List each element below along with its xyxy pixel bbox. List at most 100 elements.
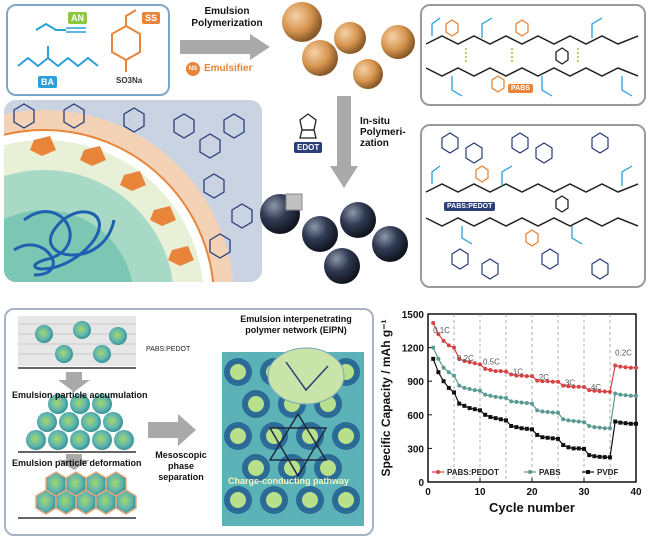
data-point (530, 427, 534, 432)
x-tick-label: 20 (526, 487, 538, 498)
rate-capability-chart: 0 300 600 900 1200 1500 0 10 20 30 40 Cycle number S… (379, 310, 642, 515)
data-point (519, 373, 524, 378)
data-point (467, 406, 472, 411)
data-point (472, 388, 477, 393)
down-arrow (330, 96, 358, 188)
mesoscopic-label: Mesoscopic phase separation (150, 450, 212, 483)
data-point (561, 417, 566, 422)
data-point (509, 372, 514, 377)
x-axis-label: Cycle number (489, 500, 575, 515)
pabs-tag: PABS (508, 84, 533, 93)
data-point (488, 368, 493, 372)
insitu-line3: zation (360, 138, 389, 149)
y-tick-label: 1200 (402, 344, 425, 355)
rate-label: 4C (591, 383, 601, 392)
data-point (472, 361, 477, 366)
data-point (613, 391, 618, 396)
data-point (446, 385, 451, 390)
data-point (550, 436, 555, 441)
rate-label: 0.2C (615, 348, 632, 357)
data-point (566, 445, 571, 450)
data-point (436, 332, 441, 337)
data-point (618, 392, 623, 397)
data-point (587, 453, 592, 458)
particle-layers (18, 316, 364, 526)
monomer-panel: AN SS BA SO3Na (6, 4, 170, 96)
legend-marker (436, 470, 440, 474)
data-point (478, 362, 482, 367)
data-point (576, 419, 581, 424)
data-point (436, 356, 441, 361)
legend-marker (586, 470, 590, 474)
insitu-polymerization-label: In-situ Polymeri- zation (360, 116, 406, 149)
data-point (561, 443, 566, 448)
dark-particles (260, 193, 408, 284)
rate-label: 0.5C (483, 357, 500, 366)
data-point (587, 424, 592, 428)
data-point (592, 454, 597, 459)
data-point (628, 365, 633, 370)
data-point (483, 392, 488, 397)
y-tick-label: 1500 (402, 310, 425, 321)
data-point (462, 403, 467, 408)
mesoscopic-line1: Mesoscopic (155, 450, 207, 460)
eipn-panel: PABS:PEDOT Emulsion interpenetrating pol… (4, 308, 374, 536)
emulsifier-icon: NS (186, 62, 200, 76)
data-point (441, 379, 446, 384)
data-point (571, 446, 576, 451)
x-tick-label: 10 (474, 487, 486, 498)
data-point (545, 410, 550, 414)
data-point (576, 446, 581, 451)
data-point (602, 426, 607, 431)
data-point (441, 338, 446, 343)
mesoscopic-line2: phase (167, 461, 194, 471)
edot-structure (299, 113, 317, 139)
emulsion-polymerization-line1: Emulsion (204, 6, 250, 17)
data-point (524, 426, 529, 431)
data-point (556, 410, 560, 415)
data-point (535, 432, 540, 437)
pabs-pedot-small-label: PABS:PEDOT (146, 346, 191, 353)
data-point (613, 419, 618, 424)
data-point (545, 435, 550, 440)
mesoscopic-line3: separation (158, 472, 204, 482)
data-point (576, 384, 581, 389)
x-tick-label: 0 (425, 487, 431, 498)
y-tick-label: 600 (407, 411, 424, 422)
pabs-chain-panel: PABS (420, 4, 646, 106)
ss-badge: SS (142, 12, 161, 24)
data-point (571, 384, 576, 389)
pabs-pedot-tag: PABS:PEDOT (444, 202, 496, 211)
rate-label: 2C (539, 373, 549, 382)
data-point (504, 418, 508, 423)
an-badge: AN (68, 12, 87, 24)
data-point (498, 369, 503, 374)
data-point (493, 416, 498, 421)
y-tick-label: 0 (418, 478, 424, 489)
data-point (467, 387, 472, 392)
data-point (540, 379, 545, 384)
data-point (478, 388, 482, 393)
data-point (524, 401, 529, 406)
data-point (436, 370, 441, 375)
data-point (524, 374, 529, 379)
data-point (608, 455, 612, 460)
legend-marker (528, 470, 532, 474)
x-tick-label: 30 (578, 487, 590, 498)
pabs-pedot-chain-drawing (425, 132, 639, 280)
data-point (634, 393, 638, 398)
data-point (504, 396, 508, 400)
rate-label: 3C (565, 379, 575, 388)
data-point (514, 425, 519, 430)
data-point (457, 356, 462, 361)
rate-label: 1C (513, 367, 523, 376)
y-axis-label: Specific Capacity / mAh g⁻¹ (379, 319, 393, 476)
charge-pathway-label: Charge-conducting pathway (228, 476, 350, 486)
data-point (623, 365, 628, 370)
data-point (457, 401, 462, 406)
data-point (623, 421, 628, 426)
data-point (540, 409, 545, 414)
data-point (634, 421, 638, 426)
particle-cross-section (4, 100, 262, 282)
data-point (431, 356, 436, 361)
